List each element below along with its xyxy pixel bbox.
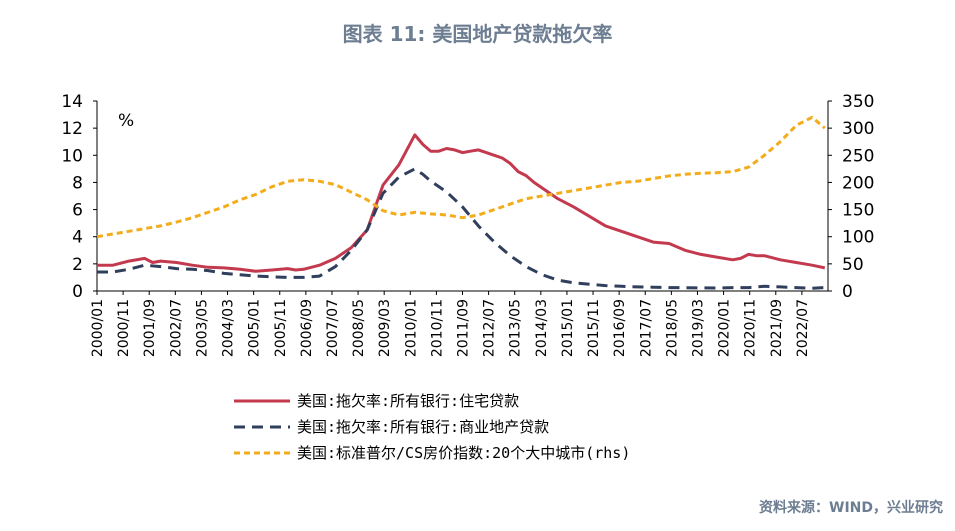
y-left-tick-label: 6 — [72, 201, 83, 221]
y-right-tick-label: 250 — [842, 146, 874, 166]
x-tick-label: 2000/11 — [116, 299, 132, 357]
y-right-tick-label: 0 — [842, 282, 853, 302]
x-tick-label: 2004/03 — [221, 299, 237, 357]
chart-title: 图表 11: 美国地产贷款拖欠率 — [342, 22, 613, 46]
x-tick-label: 2021/09 — [769, 299, 785, 357]
source-note: 资料来源：WIND，兴业研究 — [759, 500, 943, 516]
series-layer — [96, 115, 826, 290]
x-tick-label: 2020/11 — [743, 299, 759, 357]
y-right-tick-label: 50 — [842, 255, 864, 275]
y-left-tick-label: 14 — [61, 92, 83, 112]
series-commercial-delinquency — [97, 167, 825, 290]
x-tick-label: 2006/09 — [299, 299, 315, 357]
y-left-tick-label: 10 — [61, 146, 83, 166]
x-tick-label: 2012/07 — [482, 299, 498, 357]
x-tick-label: 2019/03 — [690, 299, 706, 357]
x-tick-label: 2000/01 — [90, 299, 106, 357]
x-tick-label: 2016/09 — [612, 299, 628, 357]
y-unit-label: % — [118, 111, 134, 131]
x-tick-label: 2020/01 — [717, 299, 733, 357]
y-right-tick-label: 350 — [842, 92, 874, 112]
x-tick-label: 2001/09 — [142, 299, 158, 357]
y-right-tick-label: 150 — [842, 201, 874, 221]
y-left-tick-label: 0 — [72, 282, 83, 302]
x-tick-label: 2011/09 — [456, 299, 472, 357]
y-left-tick-label: 8 — [72, 173, 83, 193]
legend: 美国:拖欠率:所有银行:住宅贷款美国:拖欠率:所有银行:商业地产贷款美国:标准普… — [234, 392, 630, 462]
x-tick-label: 2005/11 — [273, 299, 289, 357]
x-tick-label: 2007/07 — [325, 299, 341, 357]
y-left-tick-label: 2 — [72, 255, 83, 275]
y-right-tick-label: 100 — [842, 228, 874, 248]
x-tick-label: 2002/07 — [168, 299, 184, 357]
y-left-tick-label: 4 — [72, 228, 83, 248]
legend-label: 美国:拖欠率:所有银行:商业地产贷款 — [297, 418, 549, 436]
x-tick-label: 2003/05 — [194, 299, 210, 357]
y-left-tick-label: 12 — [61, 119, 83, 139]
x-tick-label: 2008/05 — [351, 299, 367, 357]
x-tick-label: 2010/01 — [403, 299, 419, 357]
series-residential-delinquency — [97, 133, 826, 273]
x-tick-label: 2005/01 — [247, 299, 263, 357]
x-tick-label: 2010/11 — [429, 299, 445, 357]
y-right-tick-label: 300 — [842, 119, 874, 139]
x-tick-label: 2015/01 — [560, 299, 576, 357]
x-tick-label: 2013/05 — [508, 299, 524, 357]
legend-label: 美国:拖欠率:所有银行:住宅贷款 — [297, 392, 519, 410]
axis-layer: 0 2 4 6 8 10 12 14 0 50 100 150 200 250 300 350 2000/01 2… — [61, 92, 874, 357]
legend-label: 美国:标准普尔/CS房价指数:20个大中城市(rhs) — [297, 444, 630, 462]
x-tick-label: 2014/03 — [534, 299, 550, 357]
x-tick-label: 2018/05 — [664, 299, 680, 357]
y-right-tick-label: 200 — [842, 173, 874, 193]
x-tick-label: 2017/07 — [638, 299, 654, 357]
x-tick-label: 2022/07 — [795, 299, 811, 357]
x-tick-label: 2009/03 — [377, 299, 393, 357]
series-caseshiller-index — [96, 115, 826, 239]
x-tick-label: 2015/11 — [586, 299, 602, 357]
